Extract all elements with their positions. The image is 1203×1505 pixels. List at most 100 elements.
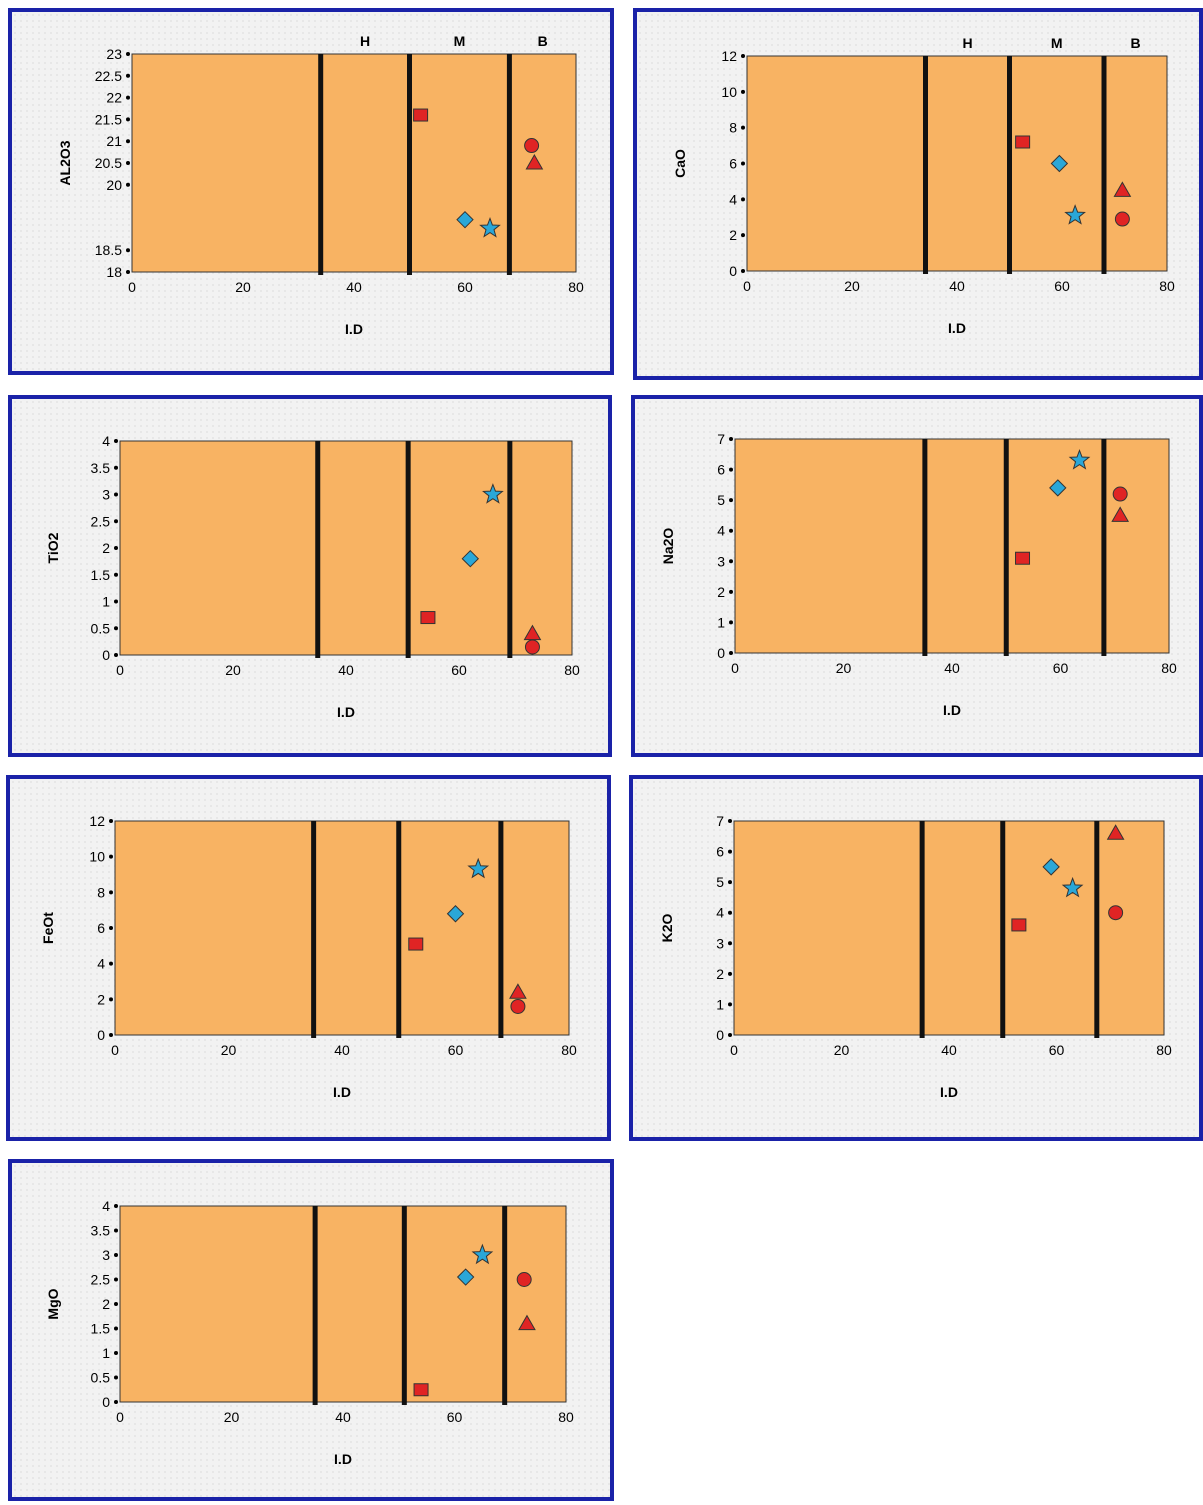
x-tick-label-1: 20 [225,662,241,678]
y-tick-mark-7 [114,1228,118,1233]
star-marker-2 [471,1243,494,1265]
y-tick-label-1: 1 [716,996,724,1012]
circle-marker-4 [1114,211,1130,227]
y-tick-label-0: 0 [102,647,110,663]
y-tick-mark-0 [729,651,733,655]
y-tick-label-8: 4 [102,1198,110,1214]
y-tick-mark-6 [728,849,732,854]
y-tick-label-1: 2 [97,991,105,1007]
y-tick-mark-2 [114,599,118,604]
y-tick-mark-2 [114,1351,118,1355]
y-tick-mark-5 [741,89,745,94]
y-tick-label-1: 0.5 [91,620,111,636]
star-marker-2 [479,216,501,238]
triangle-marker-4 [518,1314,536,1331]
y-tick-label-0: 0 [102,1394,110,1410]
star-marker-2 [467,857,490,879]
diamond-marker-1 [446,905,465,923]
y-tick-mark-5 [114,519,118,524]
x-tick-label-4: 80 [1159,278,1175,294]
chart-al2o3: H M B 0 20 40 60 80 18 18.5 20 20.5 21 21.5 22 22.5 23 I.… [57,33,584,337]
diamond-marker-1 [1042,858,1060,876]
y-tick-mark-7 [729,437,733,441]
y-tick-label-0: 0 [97,1027,105,1043]
y-tick-mark-1 [114,1375,118,1380]
y-tick-mark-1 [729,620,733,625]
y-tick-mark-2 [741,197,745,202]
plot-area [733,820,1165,1036]
y-tick-mark-6 [741,54,745,58]
y-tick-mark-4 [114,1302,118,1306]
y-tick-label-3: 1.5 [91,567,111,583]
zone-label-m: M [454,33,466,49]
square-marker-0 [413,108,429,122]
diamond-marker-1 [1049,479,1067,497]
diamond-marker-1 [456,210,474,229]
y-tick-mark-4 [126,139,130,144]
y-tick-mark-8 [114,1204,118,1208]
x-tick-label-3: 60 [1049,1042,1065,1058]
y-tick-label-6: 12 [89,813,105,829]
triangle-marker-3 [1113,181,1132,197]
y-tick-mark-6 [114,1253,118,1257]
y-axis-title: AL2O3 [57,140,73,185]
plot-area [119,1205,567,1403]
y-tick-mark-2 [109,961,113,966]
triangle-marker-3 [1106,824,1125,840]
y-tick-mark-5 [728,880,732,885]
x-tick-label-1: 20 [844,278,860,294]
y-tick-label-0: 0 [717,645,725,661]
chart-tio2: 0 20 40 60 80 0 0.5 1 1.5 2 2.5 3 3.5 4 I.D TiO2 [45,433,580,720]
y-tick-mark-4 [741,125,745,130]
star-marker-2 [1061,876,1084,898]
zone-label-h: H [962,35,972,51]
x-tick-label-1: 20 [235,279,251,295]
y-tick-label-0: 0 [716,1027,724,1043]
x-tick-label-4: 80 [568,279,584,295]
y-tick-label-7: 3.5 [91,1223,111,1239]
x-tick-label-4: 80 [558,1409,574,1425]
data-markers [420,483,542,655]
y-tick-mark-0 [126,270,130,274]
star-marker-2 [1068,448,1091,470]
y-tick-label-2: 20 [106,177,122,193]
plot-area [119,440,573,656]
x-tick-label-4: 80 [561,1042,577,1058]
y-axis-title: Na2O [660,528,676,565]
square-marker-0 [1015,551,1031,565]
x-tick-label-0: 0 [116,1409,124,1425]
y-tick-mark-0 [728,1033,732,1037]
circle-marker-4 [1108,905,1124,921]
y-tick-label-4: 4 [717,523,725,539]
chart-panel-tio2: 0 20 40 60 80 0 0.5 1 1.5 2 2.5 3 3.5 4 I.D TiO2 [8,395,612,757]
y-tick-label-6: 6 [716,844,724,860]
y-tick-label-4: 8 [97,884,105,900]
y-tick-mark-6 [126,95,130,100]
y-tick-label-5: 2.5 [91,513,111,529]
y-axis-title: CaO [672,149,688,178]
y-tick-mark-6 [114,492,118,497]
y-tick-mark-6 [729,467,733,472]
plot-area [114,820,570,1036]
x-tick-label-2: 40 [944,660,960,676]
y-tick-label-2: 4 [97,956,105,972]
x-axis-title: I.D [948,320,966,336]
y-tick-label-6: 3 [102,487,110,503]
y-tick-label-4: 2 [102,1296,110,1312]
square-marker-0 [1015,135,1031,149]
y-tick-label-6: 6 [717,462,725,478]
x-tick-label-1: 20 [834,1042,850,1058]
y-tick-label-4: 2 [102,540,110,556]
circle-marker-4 [524,639,540,655]
zone-label-b: B [538,33,548,49]
y-tick-label-1: 18.5 [95,242,122,258]
y-tick-label-3: 20.5 [95,155,122,171]
star-marker-2 [482,483,504,504]
data-markers [1011,824,1125,932]
x-tick-label-2: 40 [334,1042,350,1058]
chart-na2o: 0 20 40 60 80 0 1 2 3 4 5 6 7 I.D Na2O [660,431,1177,718]
x-tick-label-3: 60 [1054,278,1070,294]
diamond-marker-1 [1050,154,1069,173]
y-tick-label-5: 5 [716,874,724,890]
chart-panel-feot: 0 20 40 60 80 0 2 4 6 8 10 12 I.D FeOt [6,775,611,1141]
